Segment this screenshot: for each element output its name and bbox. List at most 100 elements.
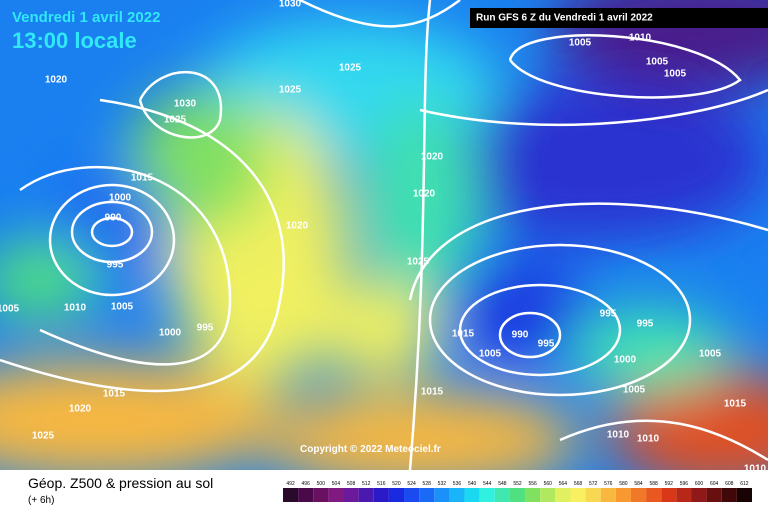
legend-swatch: [600, 488, 616, 502]
isobar-label: 995: [637, 319, 654, 330]
legend-swatch: [404, 488, 420, 502]
legend-tick-label: 508: [347, 481, 356, 487]
isobar-label: 1000: [159, 328, 182, 339]
footer-title: Géop. Z500 & pression au sol: [28, 475, 213, 491]
isobar-label: 1020: [413, 189, 436, 200]
legend-swatch: [283, 488, 299, 502]
legend-tick-label: 496: [302, 481, 311, 487]
isobar-label: 1025: [279, 85, 302, 96]
isobar-label: 1010: [629, 33, 652, 44]
isobar-label: 1005: [111, 302, 134, 313]
legend-swatch: [509, 488, 526, 502]
isobar-label: 1015: [103, 389, 126, 400]
legend-swatch: [343, 488, 359, 502]
legend-swatch: [449, 488, 465, 502]
legend-swatch: [615, 488, 631, 502]
field: [0, 0, 768, 470]
run-label: Run GFS 6 Z du Vendredi 1 avril 2022: [476, 13, 653, 24]
isobar-label: 1020: [45, 75, 68, 86]
legend-tick-label: 612: [740, 481, 749, 487]
legend-tick-label: 536: [453, 481, 462, 487]
isobar-label: 995: [600, 309, 617, 320]
legend-swatch: [691, 488, 707, 502]
isobar-label: 1020: [69, 404, 92, 415]
isobar-label: 1030: [279, 0, 302, 10]
copyright: Copyright © 2022 Meteociel.fr: [300, 444, 441, 455]
legend-swatch: [661, 488, 677, 502]
time-label: 13:00 locale: [12, 28, 137, 53]
legend-swatch: [706, 488, 722, 502]
legend-tick-label: 584: [634, 481, 643, 487]
legend-swatch: [525, 488, 541, 502]
legend-tick-label: 528: [423, 481, 432, 487]
legend-swatch: [298, 488, 314, 502]
legend-tick-label: 576: [604, 481, 613, 487]
legend-swatch: [313, 488, 329, 502]
legend-tick-label: 548: [498, 481, 507, 487]
legend-swatch: [585, 488, 601, 502]
isobar-label: 1005: [569, 38, 592, 49]
isobar-label: 1010: [607, 430, 630, 441]
legend-swatch: [646, 488, 662, 502]
isobar-label: 1025: [407, 257, 430, 268]
legend-tick-label: 592: [665, 481, 674, 487]
legend-swatch: [676, 488, 692, 502]
legend-tick-label: 520: [392, 481, 401, 487]
legend-swatch: [419, 488, 435, 502]
isobar-label: 1005: [623, 385, 646, 396]
legend-tick-label: 588: [649, 481, 658, 487]
legend-swatch: [358, 488, 374, 502]
isobar-label: 1005: [479, 349, 502, 360]
date-label: Vendredi 1 avril 2022: [12, 9, 160, 26]
legend-tick-label: 512: [362, 481, 371, 487]
legend-tick-label: 552: [513, 481, 522, 487]
isobar-label: 1000: [614, 355, 637, 366]
isobar-label: 1015: [452, 329, 475, 340]
isobar-label: 1020: [286, 221, 309, 232]
isobar-label: 1010: [744, 464, 767, 475]
isobar-label: 1005: [0, 304, 20, 315]
isobars: [0, 0, 768, 470]
legend-tick-label: 492: [286, 481, 295, 487]
legend-tick-label: 556: [528, 481, 537, 487]
isobar-label: 1015: [131, 173, 154, 184]
legend-swatch: [464, 488, 480, 502]
legend-swatch: [555, 488, 571, 502]
isobar-label: 1005: [699, 349, 722, 360]
isobar-label: 1030: [174, 99, 197, 110]
legend-tick-label: 572: [589, 481, 598, 487]
legend-tick-label: 500: [317, 481, 326, 487]
isobar-label: 1015: [724, 399, 747, 410]
legend-tick-label: 596: [680, 481, 689, 487]
isobar-label: 1025: [164, 115, 187, 126]
legend-tick-label: 568: [574, 481, 583, 487]
legend-tick-label: 524: [407, 481, 416, 487]
isobar-label: 1000: [109, 193, 132, 204]
isobar-label: 1010: [637, 434, 660, 445]
legend-swatch: [721, 488, 737, 502]
isobar-label: 1010: [64, 303, 87, 314]
legend-swatch: [373, 488, 389, 502]
legend-swatch: [630, 488, 647, 502]
legend-tick-label: 504: [332, 481, 341, 487]
legend-swatch: [479, 488, 495, 502]
legend-tick-label: 516: [377, 481, 386, 487]
isobar-label: 1005: [646, 57, 669, 68]
legend-tick-label: 532: [438, 481, 447, 487]
legend-swatch: [434, 488, 450, 502]
legend-swatch: [736, 488, 752, 502]
legend-tick-label: 544: [483, 481, 492, 487]
legend-tick-label: 600: [695, 481, 704, 487]
legend-swatch: [494, 488, 510, 502]
isobar-label: 1025: [32, 431, 55, 442]
footer-lead: (+ 6h): [28, 495, 54, 506]
isobar-label: 995: [538, 339, 555, 350]
legend-tick-label: 564: [559, 481, 568, 487]
isobar-label: 1020: [421, 152, 444, 163]
isobar-label: 1015: [421, 387, 444, 398]
isobar-label: 995: [197, 323, 214, 334]
legend-tick-label: 540: [468, 481, 477, 487]
legend-swatch: [388, 488, 405, 502]
